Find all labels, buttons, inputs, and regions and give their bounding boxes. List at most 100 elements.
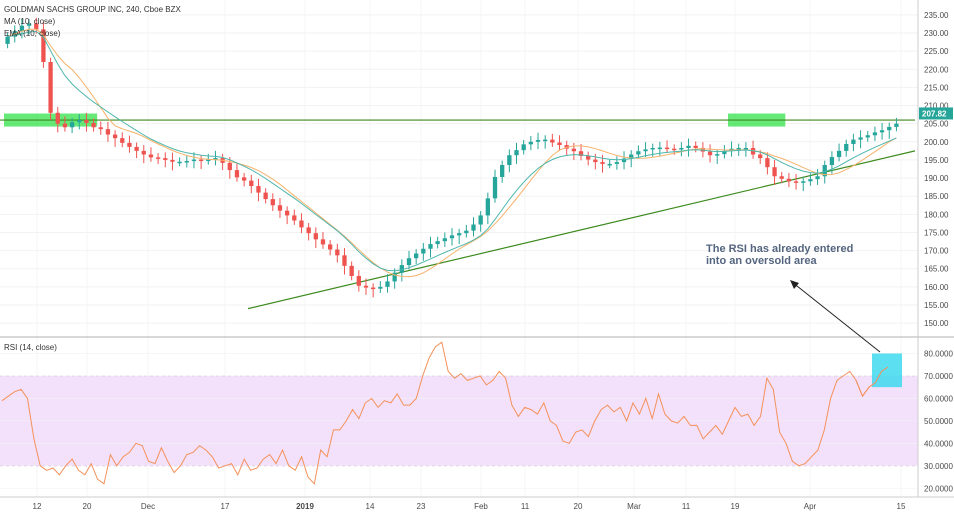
candle-body (686, 145, 691, 148)
candle-body (141, 150, 146, 155)
candle-body (786, 178, 792, 182)
time-tick-label: 14 (366, 502, 375, 511)
candle-body (865, 135, 870, 138)
price-tick-label: 175.00 (924, 228, 949, 237)
candle-body (643, 149, 648, 152)
candle-body (672, 148, 677, 151)
price-tick-label: 200.00 (924, 138, 949, 147)
candle-body (736, 147, 741, 150)
candle-body (277, 205, 283, 211)
candle-body (758, 154, 763, 159)
rsi-oversold-box (872, 353, 902, 388)
candle-body (306, 227, 311, 234)
price-tick-label: 230.00 (924, 29, 949, 38)
rsi-tick-label: 50.0000 (924, 417, 953, 426)
candle-body (887, 126, 892, 131)
candle-body (428, 244, 433, 249)
candle-body (478, 215, 483, 225)
candle-body (313, 233, 318, 240)
candle-body (879, 130, 885, 133)
candle-body (98, 127, 103, 130)
candle-body (177, 161, 182, 164)
moving-averages (7, 28, 897, 278)
price-tick-label: 185.00 (924, 192, 949, 201)
candle-body (421, 248, 426, 254)
candle-body (858, 137, 863, 140)
candle-body (844, 143, 849, 151)
price-pane[interactable] (0, 0, 918, 337)
candle-body (815, 176, 820, 180)
rsi-grid (0, 353, 918, 489)
candle-body (808, 179, 813, 182)
chart-title: GOLDMAN SACHS GROUP INC, 240, Cboe BZX (4, 5, 181, 14)
candle-body (399, 265, 404, 273)
time-tick-label: 12 (33, 502, 42, 511)
rsi-path (1, 341, 889, 485)
candle-body (120, 138, 125, 143)
candle-body (851, 139, 856, 144)
candle-body (492, 176, 498, 199)
candle-body (822, 165, 827, 177)
candle-body (378, 286, 383, 289)
candle-body (765, 158, 770, 168)
candle-body (535, 139, 541, 142)
rsi-tick-label: 20.0000 (924, 484, 953, 493)
candle-body (112, 134, 118, 139)
annotation-arrow (790, 280, 881, 353)
candle-body (507, 155, 512, 166)
candle-body (198, 159, 204, 162)
candle-body (543, 139, 548, 142)
candle-body (457, 233, 462, 236)
time-tick-label: 20 (83, 502, 92, 511)
candle-body (872, 132, 878, 136)
annotation-line-1: The RSI has already entered (706, 243, 853, 255)
candle-body (320, 239, 326, 245)
price-tick-label: 165.00 (924, 265, 949, 274)
candle-body (327, 244, 333, 250)
candle-body (679, 147, 684, 150)
candle-body (19, 25, 25, 32)
candle-body (471, 224, 476, 231)
rsi-line (1, 341, 889, 485)
price-tick-label: 210.00 (924, 102, 949, 111)
candle-body (284, 210, 290, 216)
ema-line (7, 30, 897, 272)
candle-body (69, 122, 75, 128)
candle-body (464, 230, 469, 234)
candle-body (363, 285, 369, 288)
candle-body (170, 159, 175, 162)
candle-body (234, 170, 240, 178)
candle-body (163, 158, 168, 160)
candle-body (256, 186, 261, 193)
candle-body (593, 159, 598, 163)
candle-body (657, 147, 663, 150)
candle-body (34, 23, 39, 30)
price-tick-label: 155.00 (924, 301, 949, 310)
candle-body (449, 235, 455, 239)
rsi-highlight-zone (855, 353, 902, 398)
price-tick-label: 205.00 (924, 120, 949, 129)
candle-body (105, 129, 111, 135)
arrow-head (790, 280, 799, 289)
candle-body (91, 122, 96, 128)
candle-body (213, 158, 218, 160)
candle-body (249, 180, 254, 187)
rsi-title: RSI (14, close) (4, 343, 57, 352)
candle-body (772, 167, 777, 177)
price-tick-label: 190.00 (924, 174, 949, 183)
candle-body (241, 177, 247, 181)
candle-body (263, 192, 268, 200)
legend-ema: EMA (10, close) (4, 29, 61, 38)
price-tick-label: 150.00 (924, 319, 949, 328)
candle-body (84, 120, 89, 123)
candle-body (600, 162, 605, 164)
candle-body (48, 62, 53, 113)
candle-body (335, 249, 340, 256)
candle-body (77, 120, 82, 123)
candle-body (356, 275, 361, 286)
candle-body (442, 238, 447, 242)
candle-body (894, 123, 899, 127)
candle-body (743, 147, 749, 150)
candle-body (349, 265, 354, 276)
